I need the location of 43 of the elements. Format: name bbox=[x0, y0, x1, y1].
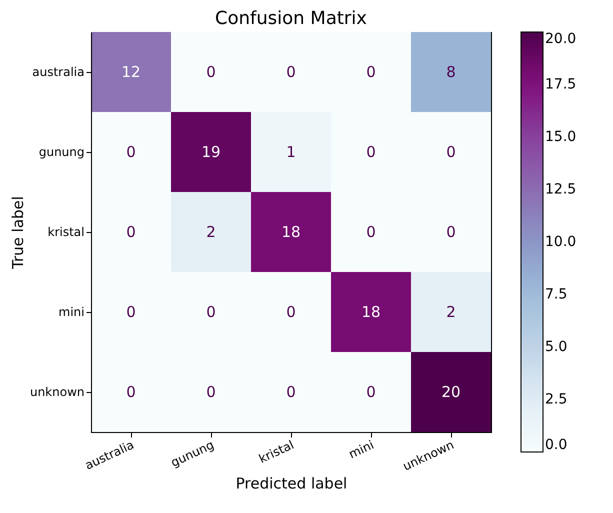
data-label: 0 bbox=[366, 383, 376, 401]
y-tick-label: gunung bbox=[38, 145, 84, 159]
data-label: 0 bbox=[286, 383, 296, 401]
data-label: 0 bbox=[366, 223, 376, 241]
color-bar-label: 12.5 bbox=[545, 182, 576, 198]
data-label: 18 bbox=[361, 303, 381, 321]
x-tick-label: mini bbox=[346, 438, 376, 462]
color-bar-label: 17.5 bbox=[545, 76, 576, 92]
color-bar-label: 20.0 bbox=[545, 31, 576, 47]
data-label: 0 bbox=[126, 303, 136, 321]
data-label: 18 bbox=[281, 223, 301, 241]
data-label: 12 bbox=[121, 63, 141, 81]
y-axis-title: True label bbox=[8, 196, 27, 270]
data-label: 0 bbox=[286, 303, 296, 321]
color-bar-label: 10.0 bbox=[545, 234, 576, 250]
color-bar-label: 0.0 bbox=[545, 437, 568, 453]
color-bar-label: 2.5 bbox=[545, 392, 568, 408]
data-label: 0 bbox=[366, 63, 376, 81]
data-label: 0 bbox=[446, 223, 456, 241]
data-label: 0 bbox=[126, 223, 136, 241]
chart-title: Confusion Matrix bbox=[215, 8, 368, 29]
y-tick-label: kristal bbox=[48, 225, 84, 239]
data-label: 8 bbox=[446, 63, 456, 81]
data-label: 1 bbox=[286, 143, 296, 161]
x-axis-title: Predicted label bbox=[236, 474, 348, 493]
data-label: 19 bbox=[201, 143, 221, 161]
color-bar-label: 7.5 bbox=[545, 286, 568, 302]
data-label: 0 bbox=[126, 383, 136, 401]
y-tick-label: australia bbox=[32, 65, 84, 79]
y-tick-label: unknown bbox=[30, 385, 84, 399]
data-label: 2 bbox=[206, 223, 216, 241]
data-label: 0 bbox=[206, 383, 216, 401]
data-label: 2 bbox=[446, 303, 456, 321]
data-label: 0 bbox=[126, 143, 136, 161]
data-label: 20 bbox=[441, 383, 461, 401]
color-bar-label: 15.0 bbox=[545, 129, 576, 145]
color-bar-label: 5.0 bbox=[545, 339, 568, 355]
data-label: 0 bbox=[206, 63, 216, 81]
data-label: 0 bbox=[206, 303, 216, 321]
y-tick-label: mini bbox=[58, 305, 84, 319]
data-label: 0 bbox=[446, 143, 456, 161]
data-label: 0 bbox=[286, 63, 296, 81]
data-label: 0 bbox=[366, 143, 376, 161]
